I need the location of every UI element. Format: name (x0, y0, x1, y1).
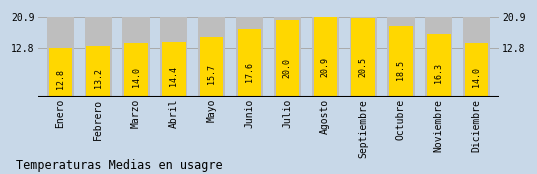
Text: 15.7: 15.7 (207, 64, 216, 84)
Bar (350, 17, 377, 97)
Bar (311, 17, 339, 97)
Text: 17.6: 17.6 (245, 62, 254, 82)
Text: 20.5: 20.5 (359, 57, 368, 77)
Bar (389, 26, 413, 97)
Text: 20.0: 20.0 (283, 58, 292, 78)
Bar (465, 43, 489, 97)
Bar (48, 48, 72, 97)
Bar (463, 17, 490, 97)
Text: 14.0: 14.0 (132, 67, 141, 87)
Bar (162, 42, 186, 97)
Bar (236, 17, 263, 97)
Bar (387, 17, 415, 97)
Bar (200, 37, 223, 97)
Bar (351, 18, 375, 97)
Bar (274, 17, 301, 97)
Bar (84, 17, 112, 97)
Bar (198, 17, 226, 97)
Bar (238, 29, 262, 97)
Bar (275, 20, 299, 97)
Text: 14.4: 14.4 (169, 66, 178, 86)
Text: 14.0: 14.0 (472, 67, 481, 87)
Text: 13.2: 13.2 (93, 68, 103, 88)
Bar (86, 46, 110, 97)
Bar (425, 17, 453, 97)
Text: 20.9: 20.9 (321, 57, 330, 77)
Bar (160, 17, 187, 97)
Bar (314, 17, 337, 97)
Bar (122, 17, 150, 97)
Text: Temperaturas Medias en usagre: Temperaturas Medias en usagre (16, 159, 223, 172)
Bar (47, 17, 74, 97)
Text: 16.3: 16.3 (434, 64, 444, 84)
Text: 12.8: 12.8 (56, 69, 65, 89)
Text: 18.5: 18.5 (396, 60, 405, 80)
Bar (427, 34, 451, 97)
Bar (124, 43, 148, 97)
